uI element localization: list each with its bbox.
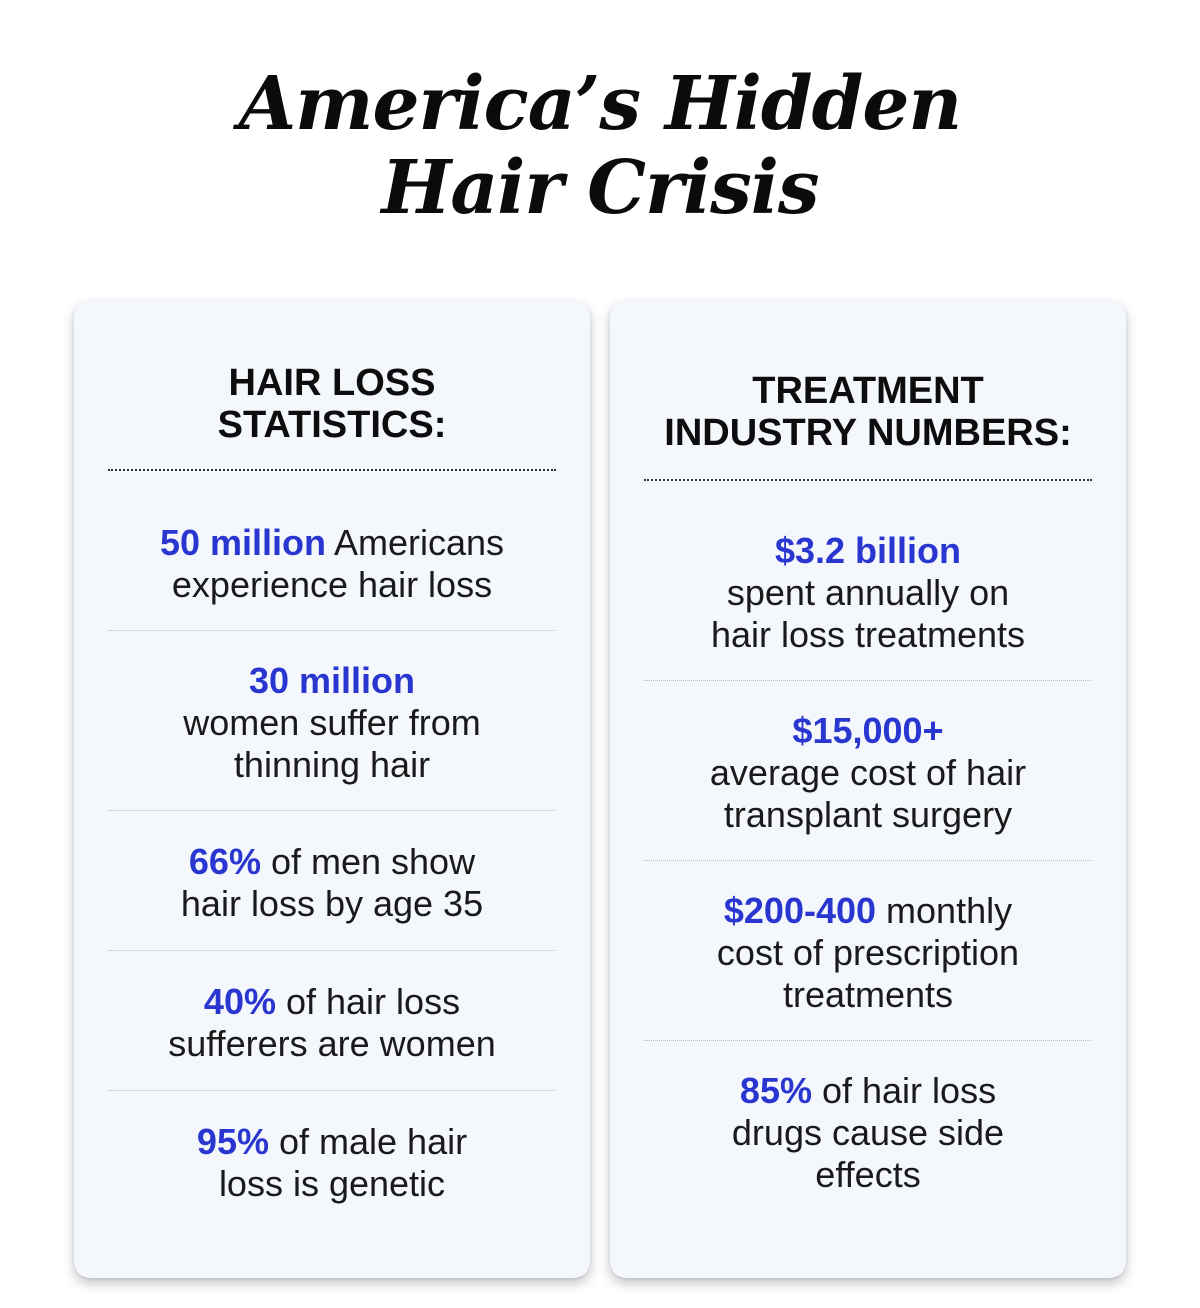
card-heading-line1: TREATMENT <box>752 370 984 412</box>
stat-item-line2: drugs cause side <box>731 1112 1005 1153</box>
stat-item: 95% of male hair loss is genetic <box>74 1121 590 1205</box>
stat-item: 50 million Americans experience hair los… <box>74 522 590 606</box>
stat-highlight: 40% <box>203 981 276 1022</box>
stat-item-line3: thinning hair <box>233 744 431 785</box>
stat-item-line2: spent annually on <box>726 572 1010 613</box>
stat-text: of men show <box>260 841 476 882</box>
stat-item-line2: women suffer from <box>183 702 481 743</box>
stat-highlight: 66% <box>188 841 261 882</box>
page-title: America’s Hidden Hair Crisis <box>0 62 1200 230</box>
stat-item-line2: sufferers are women <box>168 1023 496 1064</box>
stat-item: $15,000+ average cost of hair transplant… <box>610 710 1126 836</box>
stat-highlight: 50 million <box>159 522 326 563</box>
stat-item-line1: 95% of male hair <box>74 1121 590 1163</box>
item-divider <box>108 810 556 811</box>
stat-item-line1: 85% of hair loss <box>610 1070 1126 1112</box>
stat-highlight: 30 million <box>248 660 416 701</box>
stat-item-line2: loss is genetic <box>218 1163 446 1204</box>
item-divider <box>108 950 556 951</box>
stat-text: monthly <box>876 890 1013 931</box>
stat-item: 30 million women suffer from thinning ha… <box>74 660 590 786</box>
card-heading-line2: INDUSTRY NUMBERS: <box>664 412 1072 454</box>
card-heading-line1: HAIR LOSS <box>228 362 436 404</box>
stat-text: of male hair <box>268 1121 468 1162</box>
heading-divider <box>644 479 1092 481</box>
hair-loss-statistics-card: HAIR LOSS STATISTICS: 50 million America… <box>74 300 590 1278</box>
stat-item-line1: 66% of men show <box>74 841 590 883</box>
stat-highlight: $3.2 billion <box>774 530 962 571</box>
stat-item-line1: $200-400 monthly <box>610 890 1126 932</box>
treatment-industry-card: TREATMENT INDUSTRY NUMBERS: $3.2 billion… <box>610 300 1126 1278</box>
stat-item-line2: hair loss by age 35 <box>180 883 484 924</box>
stat-text: Americans <box>325 522 505 563</box>
stat-highlight: $200-400 <box>723 890 877 931</box>
stat-highlight: 85% <box>739 1070 812 1111</box>
stat-text: of hair loss <box>811 1070 997 1111</box>
stat-item-line3: effects <box>815 1154 921 1195</box>
stat-highlight: 95% <box>196 1121 269 1162</box>
card-heading: HAIR LOSS STATISTICS: <box>74 362 590 446</box>
stat-highlight: $15,000+ <box>792 710 944 751</box>
stat-item-line2: average cost of hair <box>709 752 1027 793</box>
card-heading: TREATMENT INDUSTRY NUMBERS: <box>610 370 1126 454</box>
stat-item-line2: experience hair loss <box>171 564 493 605</box>
stat-item: $3.2 billion spent annually on hair loss… <box>610 530 1126 656</box>
stat-item: 85% of hair loss drugs cause side effect… <box>610 1070 1126 1196</box>
page-title-line2: Hair Crisis <box>381 145 819 231</box>
stat-item-line1: 50 million Americans <box>74 522 590 564</box>
stat-item-line1: 30 million <box>74 660 590 702</box>
item-divider <box>644 860 1092 861</box>
item-divider <box>644 680 1092 681</box>
stat-item-line3: treatments <box>782 974 954 1015</box>
card-heading-line2: STATISTICS: <box>217 404 447 446</box>
stat-item-line2: cost of prescription <box>716 932 1020 973</box>
item-divider <box>644 1040 1092 1041</box>
stat-item-line1: 40% of hair loss <box>74 981 590 1023</box>
stat-item-line1: $15,000+ <box>610 710 1126 752</box>
stat-item: 66% of men show hair loss by age 35 <box>74 841 590 925</box>
stat-item: $200-400 monthly cost of prescription tr… <box>610 890 1126 1016</box>
stat-item-line1: $3.2 billion <box>610 530 1126 572</box>
stat-item: 40% of hair loss sufferers are women <box>74 981 590 1065</box>
item-divider <box>108 630 556 631</box>
stat-item-line3: hair loss treatments <box>710 614 1026 655</box>
item-divider <box>108 1090 556 1091</box>
stat-item-line3: transplant surgery <box>723 794 1013 835</box>
heading-divider <box>108 469 556 471</box>
stat-text: of hair loss <box>275 981 461 1022</box>
page-title-line1: America’s Hidden <box>238 61 962 147</box>
